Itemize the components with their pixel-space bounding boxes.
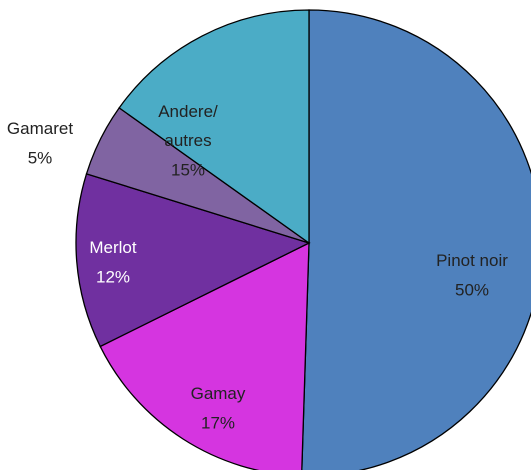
slice-label-line: Pinot noir — [436, 251, 508, 270]
slice-label: Gamay — [191, 384, 246, 403]
slice-label-line: Gamaret — [7, 119, 73, 138]
slice-label: Gamaret — [7, 119, 73, 138]
value-label: 5% — [28, 148, 53, 167]
pie-slice — [301, 9, 531, 470]
value-label: 50% — [455, 280, 489, 299]
slice-label: Merlot — [89, 238, 137, 257]
pie-slice — [99, 241, 310, 470]
slice-label-line: Gamay — [191, 384, 246, 403]
pie-slice — [75, 173, 311, 348]
slice-label-line: Merlot — [89, 238, 137, 257]
slice-label: Pinot noir — [436, 251, 508, 270]
slice-label-line: autres — [164, 131, 211, 150]
slice-label-line: Andere/ — [158, 102, 218, 121]
value-label: 12% — [96, 267, 130, 286]
slice-label: Andere/autres — [158, 102, 218, 150]
value-label: 15% — [171, 160, 205, 179]
value-label: 17% — [201, 413, 235, 432]
pie-slice — [118, 9, 310, 245]
